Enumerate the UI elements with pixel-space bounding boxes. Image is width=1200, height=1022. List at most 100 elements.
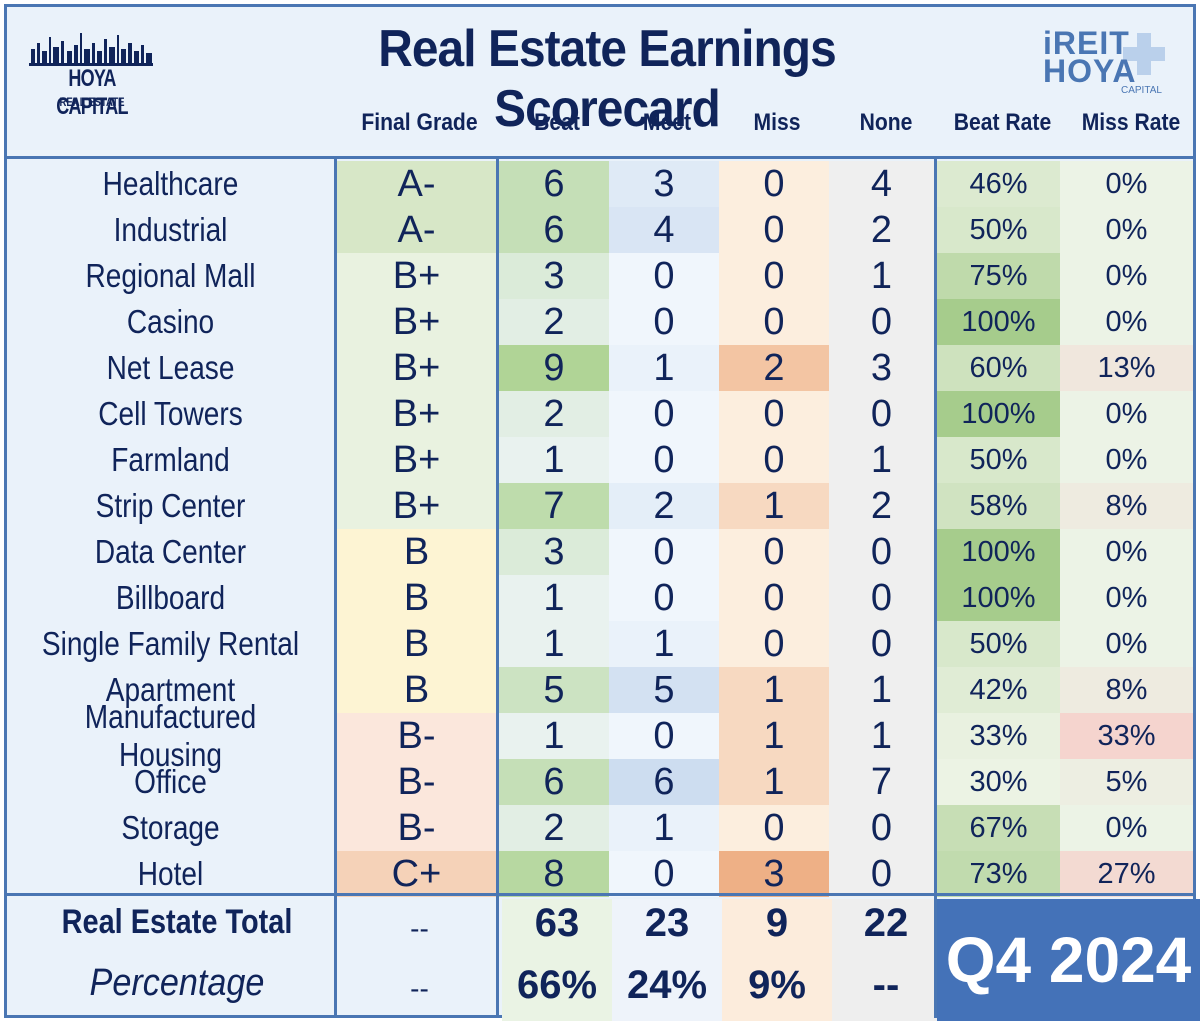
col-header-beat: Beat xyxy=(534,109,580,136)
percentage-beat: 66% xyxy=(516,963,598,1007)
cell-none: 0 xyxy=(829,299,934,345)
cell-grade: B+ xyxy=(337,345,496,391)
cell-miss-rate: 0% xyxy=(1060,575,1193,621)
cell-miss: 1 xyxy=(719,667,829,713)
cell-none: 4 xyxy=(829,161,934,207)
cell-sector: Regional Mall xyxy=(85,257,256,294)
cell-miss-rate: 0% xyxy=(1060,299,1193,345)
cell-none: 0 xyxy=(829,529,934,575)
cell-miss: 1 xyxy=(719,483,829,529)
cell-none: 3 xyxy=(829,345,934,391)
cell-grade: A- xyxy=(337,207,496,253)
total-label: Real Estate Total xyxy=(61,903,293,941)
cell-none: 0 xyxy=(829,805,934,851)
cell-beat: 1 xyxy=(499,437,609,483)
cell-sector: Storage xyxy=(121,809,220,846)
cell-beat-rate: 50% xyxy=(937,207,1060,253)
cell-meet: 0 xyxy=(609,575,719,621)
cell-grade: B+ xyxy=(337,483,496,529)
cell-sector: Farmland xyxy=(111,441,230,478)
cell-sector: Billboard xyxy=(115,579,226,616)
total-beat: 63 xyxy=(534,901,580,945)
cell-miss-rate: 0% xyxy=(1060,621,1193,667)
cell-miss-rate: 5% xyxy=(1060,759,1193,805)
cell-meet: 0 xyxy=(609,851,719,897)
logo-left-line1: HOYA CAPITAL xyxy=(56,65,128,120)
cell-grade: B+ xyxy=(337,437,496,483)
page-title: Real Estate Earnings Scorecard xyxy=(378,20,836,138)
cell-beat: 3 xyxy=(499,253,609,299)
cell-grade: B xyxy=(337,621,496,667)
cell-miss-rate: 33% xyxy=(1060,713,1193,759)
cell-miss: 0 xyxy=(719,529,829,575)
cell-beat-rate: 60% xyxy=(937,345,1060,391)
cell-meet: 1 xyxy=(609,621,719,667)
cell-sector: Manufactured Housing xyxy=(84,698,257,773)
cell-beat: 6 xyxy=(499,207,609,253)
logo-right-line3: CAPITAL xyxy=(1121,85,1162,96)
col-header-miss: Miss xyxy=(753,109,801,136)
col-header-meet: Meet xyxy=(642,109,692,136)
cell-miss: 0 xyxy=(719,207,829,253)
percentage-miss: 9% xyxy=(748,963,806,1007)
cell-miss-rate: 0% xyxy=(1060,391,1193,437)
cell-meet: 0 xyxy=(609,253,719,299)
cell-beat-rate: 100% xyxy=(937,299,1060,345)
header-divider xyxy=(7,156,1193,159)
cell-none: 2 xyxy=(829,207,934,253)
percentage-label: Percentage xyxy=(89,962,265,1004)
cell-sector: Data Center xyxy=(94,533,247,570)
cell-grade: B+ xyxy=(337,391,496,437)
cell-none: 0 xyxy=(829,621,934,667)
cell-none: 2 xyxy=(829,483,934,529)
cell-none: 7 xyxy=(829,759,934,805)
cell-beat: 9 xyxy=(499,345,609,391)
col-header-miss-rate: Miss Rate xyxy=(1081,109,1181,136)
cell-meet: 0 xyxy=(609,391,719,437)
cell-beat-rate: 75% xyxy=(937,253,1060,299)
cell-meet: 1 xyxy=(609,805,719,851)
cell-grade: B+ xyxy=(337,299,496,345)
cell-beat-rate: 46% xyxy=(937,161,1060,207)
cell-beat-rate: 100% xyxy=(937,529,1060,575)
cell-miss-rate: 0% xyxy=(1060,437,1193,483)
cell-sector: Single Family Rental xyxy=(41,625,300,662)
divider-grade xyxy=(496,156,499,1018)
scorecard-frame: HOYA CAPITAL REAL ESTATE Real Estate Ear… xyxy=(4,4,1200,1021)
cell-miss: 0 xyxy=(719,805,829,851)
cell-beat-rate: 50% xyxy=(937,621,1060,667)
cell-grade: B- xyxy=(337,759,496,805)
cell-beat: 2 xyxy=(499,391,609,437)
cell-grade: C+ xyxy=(337,851,496,897)
total-divider xyxy=(7,893,1193,896)
cell-miss-rate: 13% xyxy=(1060,345,1193,391)
cell-meet: 0 xyxy=(609,529,719,575)
total-miss: 9 xyxy=(765,901,789,945)
cell-miss: 0 xyxy=(719,299,829,345)
cell-beat: 6 xyxy=(499,759,609,805)
cell-beat: 1 xyxy=(499,575,609,621)
cell-sector: Strip Center xyxy=(95,487,246,524)
cell-none: 1 xyxy=(829,713,934,759)
cell-beat-rate: 67% xyxy=(937,805,1060,851)
total-none: 22 xyxy=(863,901,909,945)
cell-beat: 8 xyxy=(499,851,609,897)
cell-grade: A- xyxy=(337,161,496,207)
header: HOYA CAPITAL REAL ESTATE Real Estate Ear… xyxy=(7,7,1193,159)
total-beat-bg xyxy=(502,899,612,1021)
cell-sector: Cell Towers xyxy=(98,395,243,432)
cell-beat: 1 xyxy=(499,621,609,667)
divider-counts xyxy=(934,156,937,1018)
ireit-hoya-logo: iREIT HOYA CAPITAL xyxy=(1037,25,1187,105)
cell-beat: 3 xyxy=(499,529,609,575)
cell-beat-rate: 30% xyxy=(937,759,1060,805)
cell-none: 0 xyxy=(829,851,934,897)
percentage-none: -- xyxy=(872,963,900,1007)
cell-beat: 7 xyxy=(499,483,609,529)
total-none-bg xyxy=(832,899,940,1021)
cell-beat-rate: 50% xyxy=(937,437,1060,483)
cell-none: 1 xyxy=(829,253,934,299)
cell-none: 1 xyxy=(829,437,934,483)
cell-grade: B- xyxy=(337,805,496,851)
col-header-none: None xyxy=(859,109,913,136)
